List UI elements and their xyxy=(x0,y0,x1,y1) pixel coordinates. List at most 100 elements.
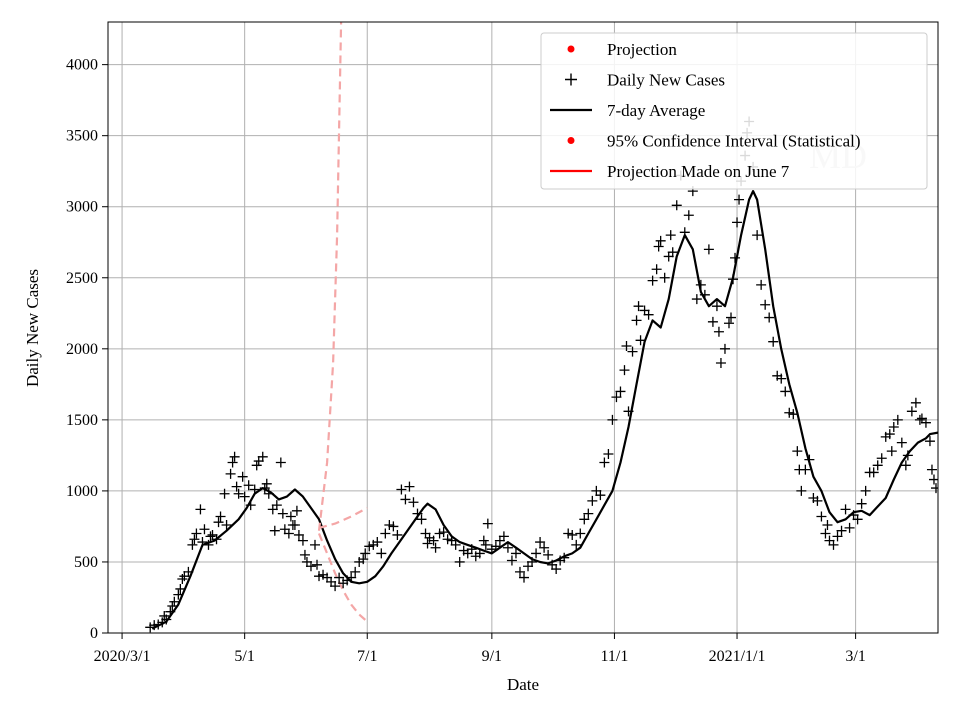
daily-case-marker xyxy=(647,275,658,286)
daily-case-marker xyxy=(364,541,375,552)
daily-case-marker xyxy=(376,548,387,559)
daily-case-marker xyxy=(322,572,333,583)
daily-case-marker xyxy=(446,535,457,546)
daily-case-marker xyxy=(408,497,419,508)
daily-case-marker xyxy=(571,539,582,550)
daily-case-marker xyxy=(179,571,190,582)
daily-case-marker xyxy=(514,566,525,577)
legend-label: 7-day Average xyxy=(607,101,705,120)
daily-case-marker xyxy=(713,326,724,337)
daily-case-marker xyxy=(886,446,897,457)
daily-case-marker xyxy=(868,467,879,478)
daily-case-marker xyxy=(563,528,574,539)
daily-case-marker xyxy=(183,566,194,577)
daily-case-marker xyxy=(621,340,632,351)
legend-label: Daily New Cases xyxy=(607,71,725,90)
daily-case-marker xyxy=(653,241,664,252)
legend-plus-marker xyxy=(565,73,577,86)
daily-case-marker xyxy=(416,514,427,525)
daily-case-marker xyxy=(498,531,509,542)
daily-case-marker xyxy=(539,542,550,553)
daily-case-marker xyxy=(474,548,485,559)
daily-case-marker xyxy=(888,421,899,432)
x-ticks: 2020/3/15/17/19/111/12021/1/13/15/17/19/… xyxy=(94,633,866,665)
daily-case-marker xyxy=(169,596,180,607)
daily-case-marker xyxy=(203,539,214,550)
daily-case-marker xyxy=(462,548,473,559)
daily-case-marker xyxy=(482,518,493,529)
daily-case-marker xyxy=(275,457,286,468)
daily-case-marker xyxy=(723,318,734,329)
x-tick-label: 3/1 xyxy=(845,648,865,665)
daily-case-marker xyxy=(285,511,296,522)
daily-case-marker xyxy=(734,194,745,205)
daily-case-marker xyxy=(291,505,302,516)
daily-case-marker xyxy=(466,544,477,555)
daily-case-marker xyxy=(434,528,445,539)
daily-case-marker xyxy=(400,494,411,505)
daily-case-marker xyxy=(301,556,312,567)
y-tick-label: 1500 xyxy=(66,412,98,429)
daily-case-marker xyxy=(420,528,431,539)
daily-case-marker xyxy=(233,488,244,499)
daily-case-marker xyxy=(263,488,274,499)
daily-case-marker xyxy=(360,548,371,559)
x-tick-label: 2020/3/1 xyxy=(94,648,151,665)
daily-case-marker xyxy=(615,386,626,397)
daily-case-marker xyxy=(207,529,218,540)
daily-case-marker xyxy=(309,539,320,550)
daily-case-marker xyxy=(261,478,272,489)
daily-case-marker xyxy=(902,450,913,461)
daily-case-marker xyxy=(659,272,670,283)
daily-case-marker xyxy=(812,495,823,506)
daily-case-marker xyxy=(872,460,883,471)
daily-case-marker xyxy=(635,335,646,346)
daily-case-marker xyxy=(267,504,278,515)
x-tick-label: 5/1 xyxy=(234,648,254,665)
daily-case-marker xyxy=(926,464,937,475)
daily-case-marker xyxy=(822,520,833,531)
daily-case-marker xyxy=(792,446,803,457)
daily-case-marker xyxy=(412,508,423,519)
daily-case-marker xyxy=(930,483,938,494)
axes-frame xyxy=(107,21,939,634)
daily-case-marker xyxy=(567,529,578,540)
daily-case-marker xyxy=(358,554,369,565)
y-tick-label: 0 xyxy=(90,625,98,642)
daily-case-marker xyxy=(197,537,208,548)
daily-case-marker xyxy=(804,454,815,465)
daily-case-marker xyxy=(490,541,501,552)
daily-case-marker xyxy=(531,548,542,559)
daily-case-marker xyxy=(506,555,517,566)
daily-case-marker xyxy=(583,508,594,519)
y-tick-label: 3500 xyxy=(66,128,98,145)
daily-case-marker xyxy=(372,537,383,548)
daily-case-marker xyxy=(229,451,240,462)
daily-case-marker xyxy=(627,346,638,357)
daily-case-marker xyxy=(784,407,795,418)
legend-label: Projection xyxy=(607,40,677,59)
daily-case-marker xyxy=(633,301,644,312)
daily-case-marker xyxy=(350,566,361,577)
daily-case-marker xyxy=(161,614,172,625)
y-tick-label: 4000 xyxy=(66,57,98,74)
daily-case-marker xyxy=(305,561,316,572)
daily-case-marker xyxy=(153,619,164,630)
daily-case-marker xyxy=(438,527,449,538)
daily-case-marker xyxy=(245,500,256,511)
daily-case-marker xyxy=(289,520,300,531)
daily-case-marker xyxy=(173,589,184,600)
daily-case-marker xyxy=(380,528,391,539)
daily-case-marker xyxy=(237,471,248,482)
daily-case-marker xyxy=(711,301,722,312)
daily-case-marker xyxy=(510,548,521,559)
daily-case-marker xyxy=(167,601,178,612)
daily-case-marker xyxy=(494,535,505,546)
daily-case-marker xyxy=(283,528,294,539)
daily-case-marker xyxy=(928,474,938,485)
daily-case-marker xyxy=(836,525,847,536)
daily-case-marker xyxy=(623,406,634,417)
x-tick-label: 7/1 xyxy=(357,648,377,665)
daily-case-marker xyxy=(551,564,562,575)
x-tick-label: 9/1 xyxy=(482,648,502,665)
